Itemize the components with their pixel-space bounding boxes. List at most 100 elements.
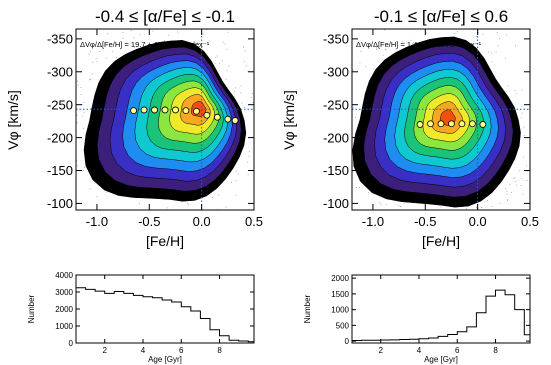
y-tick-label: -150 [323, 163, 349, 178]
panel-title: -0.4 ≤ [α/Fe] ≤ -0.1 [95, 7, 235, 26]
scatter-point [487, 199, 488, 201]
scatter-point [134, 46, 136, 48]
y-tick-label: 3000 [55, 288, 73, 297]
scatter-point [476, 207, 477, 209]
scatter-point [216, 55, 218, 57]
scatter-point [526, 165, 528, 167]
y-tick-label: -150 [47, 163, 73, 178]
trend-point [231, 117, 239, 124]
y-tick-label: -100 [323, 196, 349, 211]
scatter-point [139, 34, 141, 36]
scatter-point [518, 170, 520, 172]
scatter-point [412, 43, 414, 44]
scatter-point [235, 170, 237, 172]
y-tick-label: 2000 [331, 274, 349, 283]
scatter-point [385, 203, 387, 205]
scatter-point [77, 165, 79, 167]
x-tick-label: 4 [417, 346, 422, 355]
scatter-point [225, 78, 227, 80]
scatter-point [491, 206, 493, 207]
axis-ticks: 2 4 6 8 0 500 1000 1500 2000 [331, 274, 530, 355]
x-tick-label: 0.5 [245, 214, 263, 229]
scatter-point [111, 51, 113, 53]
x-tick-label: 2 [378, 346, 383, 355]
scatter-point [523, 126, 525, 128]
y-tick-label: -100 [47, 196, 73, 211]
scatter-point [252, 93, 253, 94]
scatter-point [410, 39, 412, 41]
scatter-point [235, 194, 237, 196]
scatter-point [509, 184, 511, 186]
scatter-point [76, 160, 78, 162]
trend-point [427, 120, 434, 128]
scatter-point [522, 193, 524, 195]
scatter-point [352, 107, 354, 109]
y-tick-label: -200 [323, 130, 349, 145]
scatter-point [515, 184, 517, 186]
trend-point [213, 113, 221, 121]
scatter-point [243, 46, 244, 48]
scatter-point [440, 206, 442, 208]
scatter-point [224, 43, 226, 45]
age-histogram-low-alpha: 2 4 6 8 0 1000 2000 3000 4000 Age [Gyr] Number [27, 271, 255, 364]
y-axis-label: Vφ [km/s] [5, 90, 21, 150]
trend-point [130, 107, 137, 115]
scatter-point [88, 53, 90, 55]
y-tick-label: 1500 [331, 290, 349, 299]
scatter-point [506, 34, 507, 36]
trend-point [161, 106, 169, 114]
scatter-point [96, 61, 98, 63]
scatter-point [515, 93, 517, 95]
y-axis-label: Number [303, 294, 312, 323]
trend-point [140, 106, 148, 114]
scatter-point [385, 48, 386, 50]
scatter-point [81, 104, 83, 106]
trend-point [193, 107, 200, 115]
trend-point [416, 121, 424, 128]
scatter-point [244, 61, 246, 62]
scatter-point [166, 207, 168, 209]
scatter-point [505, 188, 507, 190]
scatter-point [99, 51, 101, 52]
scatter-point [385, 49, 387, 51]
scatter-point [413, 42, 415, 44]
y-tick-label: -350 [323, 32, 349, 47]
x-tick-label: 8 [217, 346, 222, 355]
trend-point [224, 115, 232, 123]
scatter-point [359, 62, 361, 64]
scatter-point [395, 48, 397, 50]
scatter-point [168, 34, 170, 36]
slope-annotation: ΔVφ/Δ[Fe/H] = 19.7 ± 1.4 km s⁻¹ dex⁻¹ [80, 40, 210, 49]
scatter-point [219, 63, 221, 65]
contour-panel-low-alpha: -0.4 ≤ [α/Fe] ≤ -0.1 ΔVφ/Δ[Fe/H] = 19.7 … [5, 7, 263, 249]
scatter-point [520, 117, 522, 119]
scatter-point [360, 50, 362, 52]
trend-point [203, 111, 211, 119]
scatter-point [397, 205, 399, 206]
scatter-point [133, 37, 135, 39]
scatter-point [177, 31, 179, 33]
scatter-point [482, 33, 484, 35]
scatter-point [95, 58, 97, 60]
scatter-point [89, 79, 91, 81]
scatter-point [89, 188, 91, 190]
scatter-point [454, 33, 456, 34]
scatter-point [488, 51, 489, 53]
scatter-point [96, 196, 98, 197]
trend-point [437, 120, 445, 128]
histogram-steps [75, 287, 254, 343]
scatter-point [247, 174, 249, 176]
x-tick-label: 0.0 [469, 214, 487, 229]
scatter-point [376, 47, 377, 49]
x-tick-label: -0.5 [138, 214, 160, 229]
scatter-point [195, 44, 196, 45]
scatter-point [120, 48, 121, 50]
scatter-point [83, 111, 85, 113]
x-tick-label: -1.0 [362, 214, 384, 229]
scatter-point [515, 45, 516, 47]
scatter-point [379, 202, 381, 204]
scatter-point [499, 38, 500, 40]
scatter-point [506, 190, 508, 192]
scatter-point [251, 96, 253, 98]
scatter-point [206, 29, 208, 30]
